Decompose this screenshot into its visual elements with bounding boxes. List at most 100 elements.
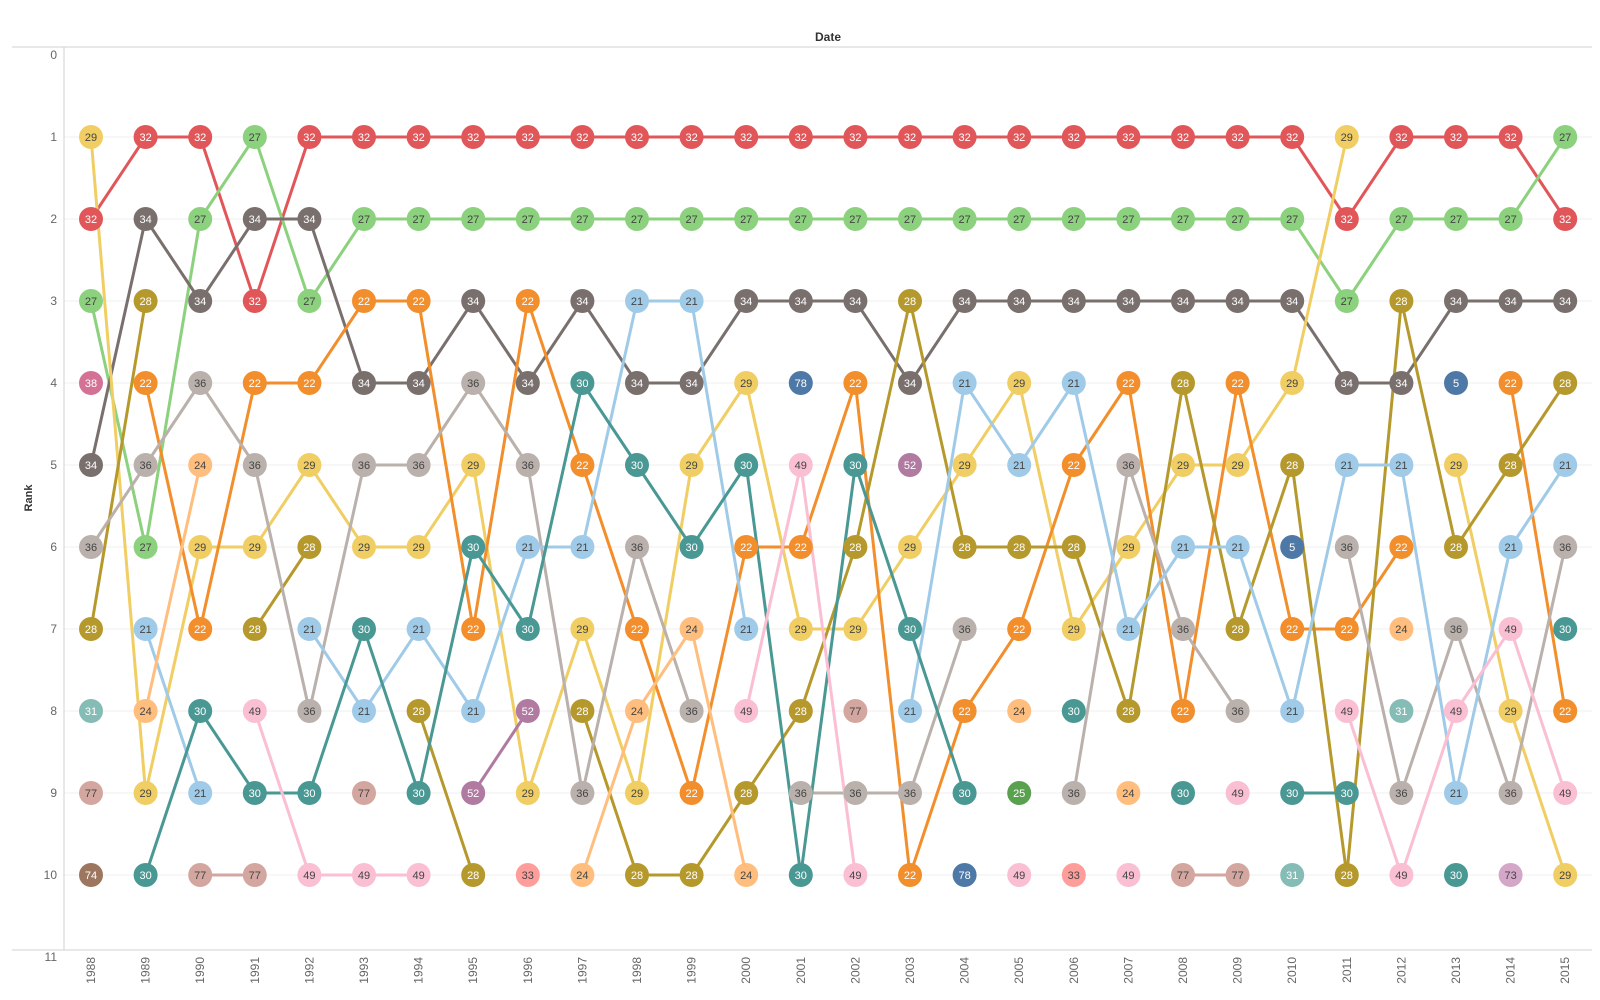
data-point-30-1996: 30 bbox=[515, 617, 540, 641]
point-marker bbox=[188, 371, 213, 395]
point-marker bbox=[1225, 863, 1250, 887]
data-point-28-2013: 28 bbox=[1444, 535, 1468, 559]
point-marker bbox=[515, 535, 540, 559]
point-label: 27 bbox=[904, 214, 916, 226]
point-label: 36 bbox=[522, 460, 534, 472]
point-marker bbox=[1334, 289, 1359, 313]
point-label: 29 bbox=[467, 460, 479, 472]
point-marker bbox=[1498, 453, 1523, 477]
series-line-52 bbox=[471, 709, 530, 795]
point-label: 28 bbox=[1450, 542, 1462, 554]
point-marker bbox=[79, 617, 103, 641]
point-marker bbox=[1553, 617, 1578, 641]
data-point-34-2009: 34 bbox=[1225, 289, 1250, 313]
data-point-22-2008: 22 bbox=[1171, 699, 1195, 723]
point-label: 30 bbox=[795, 870, 807, 882]
series-segment-36 bbox=[635, 545, 694, 713]
series-segment-29 bbox=[1017, 381, 1076, 631]
x-tick-label: 2001 bbox=[794, 957, 808, 984]
series-segment-34 bbox=[908, 299, 967, 385]
data-point-77-1991: 77 bbox=[242, 863, 267, 887]
point-label: 30 bbox=[849, 460, 861, 472]
data-point-22-1994: 22 bbox=[406, 289, 431, 313]
point-label: 28 bbox=[1231, 624, 1243, 636]
point-label: 21 bbox=[1122, 624, 1134, 636]
point-label: 22 bbox=[1013, 624, 1025, 636]
series-segment-28 bbox=[89, 299, 148, 631]
data-point-33-2006: 33 bbox=[1061, 863, 1086, 887]
series-segment-30 bbox=[471, 545, 530, 631]
series-segment-24 bbox=[144, 463, 202, 713]
point-marker bbox=[625, 289, 649, 313]
point-marker bbox=[843, 617, 868, 641]
series-segment-21 bbox=[144, 627, 202, 795]
series-segment-32 bbox=[89, 135, 148, 221]
point-label: 22 bbox=[412, 296, 424, 308]
point-marker bbox=[679, 863, 704, 887]
series-segment-36 bbox=[1072, 463, 1130, 795]
point-marker bbox=[406, 863, 431, 887]
point-label: 74 bbox=[85, 870, 97, 882]
point-label: 36 bbox=[576, 788, 588, 800]
data-point-28-2014: 28 bbox=[1498, 453, 1523, 477]
data-point-29-1997: 29 bbox=[570, 617, 595, 641]
series-segment-36 bbox=[580, 545, 639, 795]
data-point-29-2010: 29 bbox=[1280, 371, 1305, 395]
point-label: 21 bbox=[139, 624, 151, 636]
point-marker bbox=[133, 371, 158, 395]
data-point-22-1993: 22 bbox=[352, 289, 376, 313]
data-point-49-2007: 49 bbox=[1116, 863, 1141, 887]
point-marker bbox=[515, 781, 540, 805]
point-marker bbox=[1171, 617, 1195, 641]
data-point-77-2002: 77 bbox=[843, 699, 868, 723]
point-marker bbox=[352, 453, 376, 477]
data-point-34-1999: 34 bbox=[679, 371, 704, 395]
series-segment-49 bbox=[1399, 709, 1458, 877]
point-label: 28 bbox=[740, 788, 752, 800]
point-marker bbox=[406, 617, 431, 641]
point-marker bbox=[625, 207, 649, 231]
point-marker bbox=[188, 617, 213, 641]
data-point-32-2002: 32 bbox=[843, 125, 868, 149]
point-marker bbox=[1444, 863, 1468, 887]
point-marker bbox=[133, 453, 158, 477]
point-label: 36 bbox=[85, 542, 97, 554]
series-segment-22 bbox=[799, 381, 857, 549]
series-segment-32 bbox=[1345, 135, 1403, 221]
series-segment-29 bbox=[1072, 545, 1130, 631]
point-label: 29 bbox=[1341, 132, 1353, 144]
data-point-36-1990: 36 bbox=[188, 371, 213, 395]
point-marker bbox=[188, 699, 213, 723]
point-marker bbox=[1334, 125, 1359, 149]
point-marker bbox=[1171, 207, 1195, 231]
point-label: 22 bbox=[1504, 378, 1516, 390]
point-marker bbox=[79, 535, 103, 559]
series-segment-36 bbox=[1345, 545, 1403, 795]
point-marker bbox=[1061, 617, 1086, 641]
data-point-28-2005: 28 bbox=[1007, 535, 1032, 559]
data-point-32-2005: 32 bbox=[1007, 125, 1032, 149]
series-segment-36 bbox=[526, 463, 584, 795]
point-label: 22 bbox=[849, 378, 861, 390]
series-segment-49 bbox=[1345, 709, 1403, 877]
x-tick-label: 2006 bbox=[1067, 957, 1081, 984]
point-label: 27 bbox=[139, 542, 151, 554]
data-point-32-2009: 32 bbox=[1225, 125, 1250, 149]
data-point-27-1999: 27 bbox=[679, 207, 704, 231]
point-marker bbox=[788, 125, 813, 149]
point-label: 34 bbox=[1286, 296, 1298, 308]
point-label: 24 bbox=[194, 460, 206, 472]
data-point-34-1990: 34 bbox=[188, 289, 213, 313]
data-point-30-2011: 30 bbox=[1334, 781, 1359, 805]
point-label: 24 bbox=[139, 706, 151, 718]
point-marker bbox=[570, 371, 595, 395]
y-tick-label: 3 bbox=[50, 294, 57, 308]
point-label: 21 bbox=[1450, 788, 1462, 800]
x-tick-label: 2005 bbox=[1012, 957, 1026, 984]
point-marker bbox=[1389, 125, 1414, 149]
point-label: 28 bbox=[631, 870, 643, 882]
point-label: 27 bbox=[1504, 214, 1516, 226]
data-point-22-1990: 22 bbox=[188, 617, 213, 641]
data-point-29-1999: 29 bbox=[679, 453, 704, 477]
data-point-30-1990: 30 bbox=[188, 699, 213, 723]
